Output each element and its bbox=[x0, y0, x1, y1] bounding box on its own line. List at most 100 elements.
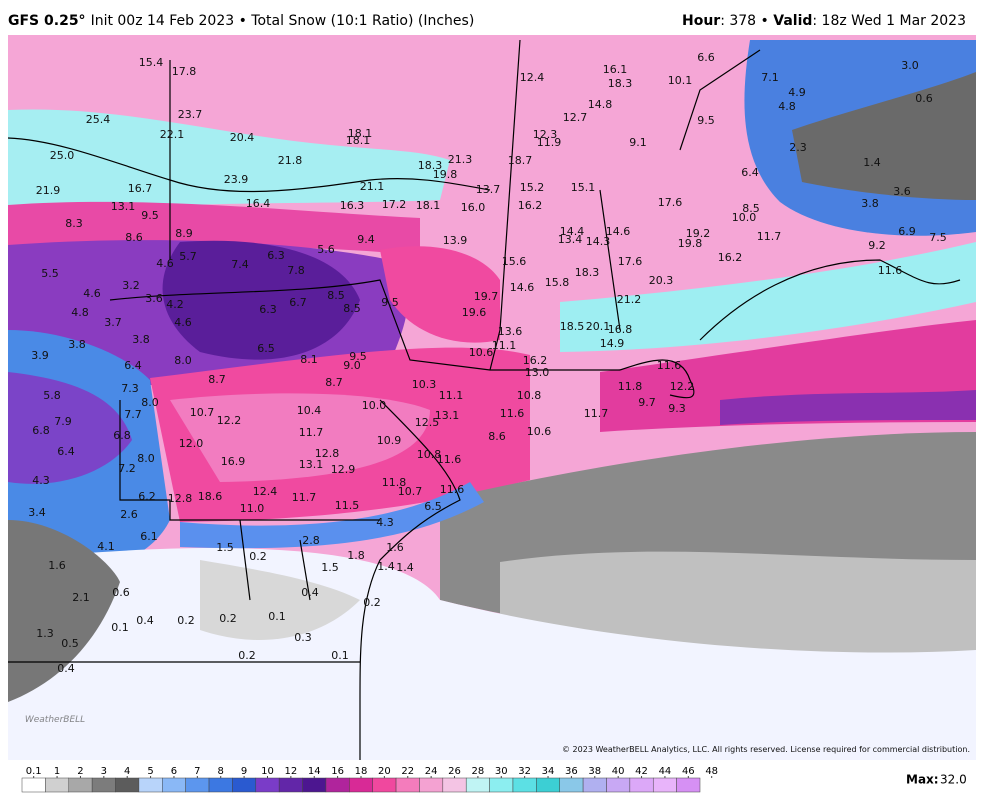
colorbar-tick-label: 18 bbox=[355, 766, 368, 777]
snow-label: 11.6 bbox=[437, 453, 462, 466]
snow-label: 5.5 bbox=[41, 267, 59, 280]
snow-label: 2.6 bbox=[120, 508, 138, 521]
snow-label: 10.9 bbox=[377, 434, 402, 447]
max-value: 32.0 bbox=[940, 773, 967, 787]
colorbar-tick-label: 26 bbox=[448, 766, 461, 777]
snow-label: 10.7 bbox=[398, 485, 423, 498]
colorbar-cell bbox=[372, 777, 397, 793]
snow-label: 10.1 bbox=[668, 74, 693, 87]
snow-label: 14.4 bbox=[560, 225, 585, 238]
colorbar-tick-label: 0.1 bbox=[26, 766, 42, 777]
snow-label: 4.8 bbox=[71, 306, 89, 319]
snow-label: 4.6 bbox=[156, 257, 174, 270]
snow-label: 7.3 bbox=[121, 382, 139, 395]
colorbar-tick-label: 14 bbox=[308, 766, 321, 777]
snow-label: 0.3 bbox=[294, 631, 312, 644]
colorbar-cell bbox=[302, 777, 327, 793]
colorbar-tick-label: 20 bbox=[378, 766, 391, 777]
snow-label: 13.0 bbox=[525, 366, 550, 379]
colorbar-cell bbox=[442, 777, 467, 793]
snow-label: 3.9 bbox=[31, 349, 49, 362]
colorbar-tick-label: 34 bbox=[542, 766, 555, 777]
snow-label: 12.2 bbox=[217, 414, 242, 427]
snow-label: 10.0 bbox=[732, 211, 757, 224]
snow-label: 0.6 bbox=[112, 586, 130, 599]
snow-label: 4.8 bbox=[778, 100, 796, 113]
colorbar-cell bbox=[21, 777, 46, 793]
colorbar-cell bbox=[232, 777, 257, 793]
colorbar-cell bbox=[45, 777, 70, 793]
snow-label: 21.2 bbox=[617, 293, 642, 306]
hour: : 378 • bbox=[720, 13, 773, 29]
snow-label: 19.8 bbox=[678, 237, 703, 250]
snow-label: 12.5 bbox=[415, 416, 440, 429]
colorbar-cell bbox=[185, 777, 210, 793]
snow-label: 1.6 bbox=[386, 541, 404, 554]
snow-label: 10.6 bbox=[527, 425, 552, 438]
logo: WeatherBELL bbox=[25, 715, 85, 725]
snow-label: 7.4 bbox=[231, 258, 249, 271]
colorbar-cell bbox=[606, 777, 631, 793]
colorbar-tick-label: 42 bbox=[635, 766, 648, 777]
snow-label: 16.2 bbox=[518, 199, 543, 212]
snow-label: 12.0 bbox=[179, 437, 204, 450]
snow-label: 7.9 bbox=[54, 415, 72, 428]
snow-label: 6.7 bbox=[289, 296, 307, 309]
snow-label: 0.4 bbox=[136, 614, 154, 627]
snow-label: 22.1 bbox=[160, 128, 185, 141]
colorbar-cell bbox=[162, 777, 186, 793]
snow-label: 18.3 bbox=[575, 266, 600, 279]
snow-label: 10.3 bbox=[412, 378, 437, 391]
snow-label: 11.7 bbox=[757, 230, 782, 243]
map-field bbox=[8, 35, 976, 760]
snow-label: 14.8 bbox=[588, 98, 613, 111]
snow-label: 3.8 bbox=[68, 338, 86, 351]
snow-label: 6.5 bbox=[424, 500, 442, 513]
snow-label: 11.6 bbox=[657, 359, 682, 372]
snow-label: 25.0 bbox=[50, 149, 75, 162]
colorbar-tick-label: 5 bbox=[147, 766, 153, 777]
snow-label: 0.4 bbox=[301, 586, 319, 599]
colorbar-tick-label: 10 bbox=[261, 766, 274, 777]
header-right: Hour: 378 • Valid: 18z Wed 1 Mar 2023 bbox=[682, 13, 966, 29]
snow-label: 4.3 bbox=[376, 516, 394, 529]
colorbar-cell bbox=[138, 777, 163, 793]
snow-label: 15.6 bbox=[502, 255, 527, 268]
snow-label: 12.8 bbox=[315, 447, 340, 460]
snow-label: 15.8 bbox=[545, 276, 570, 289]
snow-label: 17.8 bbox=[172, 65, 197, 78]
colorbar-tick-label: 36 bbox=[565, 766, 578, 777]
snow-label: 18.6 bbox=[198, 490, 223, 503]
colorbar-tick-label: 28 bbox=[472, 766, 485, 777]
snow-label: 9.5 bbox=[697, 114, 715, 127]
colorbar-cell bbox=[652, 777, 677, 793]
snow-label: 19.6 bbox=[462, 306, 487, 319]
snow-label: 9.5 bbox=[381, 296, 399, 309]
colorbar-cell bbox=[465, 777, 490, 793]
snow-label: 16.9 bbox=[221, 455, 246, 468]
snow-label: 25.4 bbox=[86, 113, 111, 126]
snow-label: 6.4 bbox=[124, 359, 142, 372]
snow-label: 19.8 bbox=[433, 168, 458, 181]
snow-label: 21.1 bbox=[360, 180, 385, 193]
snow-label: 15.4 bbox=[139, 56, 164, 69]
colorbar-tick-label: 8 bbox=[218, 766, 224, 777]
snow-label: 11.6 bbox=[500, 407, 525, 420]
snow-label: 7.1 bbox=[761, 71, 779, 84]
snow-label: 3.8 bbox=[861, 197, 879, 210]
snow-label: 18.3 bbox=[608, 77, 633, 90]
snow-label: 18.1 bbox=[348, 127, 373, 140]
colorbar-cell bbox=[208, 777, 233, 793]
snow-label: 8.3 bbox=[65, 217, 83, 230]
snow-label: 7.5 bbox=[929, 231, 947, 244]
colorbar-cell bbox=[536, 777, 560, 793]
snow-label: 21.9 bbox=[36, 184, 61, 197]
snow-label: 0.2 bbox=[249, 550, 267, 563]
snow-label: 13.1 bbox=[111, 200, 136, 213]
colorbar-tick-label: 4 bbox=[124, 766, 130, 777]
snow-label: 12.4 bbox=[520, 71, 545, 84]
snow-label: 8.6 bbox=[125, 231, 143, 244]
snow-label: 0.2 bbox=[238, 649, 256, 662]
snow-label: 6.9 bbox=[898, 225, 916, 238]
